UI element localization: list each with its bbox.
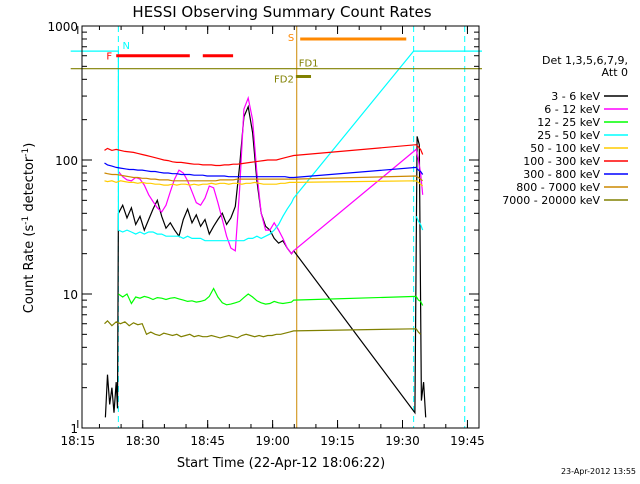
y-axis-label: Count Rate (s-1 detector-1) [21,143,37,314]
series-8 [70,68,482,339]
series-line-6 [104,162,424,179]
series-1 [117,95,424,255]
series-2 [118,287,424,306]
series-line-3 [70,50,482,242]
series-line-1 [117,95,424,255]
x-tick-label-6: 19:45 [450,434,485,448]
series-line-5 [104,144,424,167]
legend-label-5: 100 - 300 keV [523,155,600,168]
axis-ticks: 18:15 18:30 18:45 19:00 19:15 19:30 19:45 1 10 10… [47,20,484,448]
series-line-7 [104,172,424,182]
legend-header-1: Att 0 [602,66,628,79]
plot-frame [81,25,480,429]
legend-label-2: 12 - 25 keV [537,116,600,129]
annotation-label-2: S [288,33,294,44]
series-7 [104,172,424,182]
legend-label-0: 3 - 6 keV [551,90,600,103]
annotation-label-0: N [123,41,130,52]
x-tick-label-0: 18:15 [61,434,96,448]
legend-label-1: 6 - 12 keV [544,103,600,116]
series-line-4 [104,180,424,187]
legend-label-8: 7000 - 20000 keV [502,194,600,207]
series-3 [70,50,482,242]
x-axis-label: Start Time (22-Apr-12 18:06:22) [177,456,385,471]
x-tick-label-4: 19:15 [320,434,355,448]
series-line-8 [104,320,422,339]
series-4 [104,180,424,187]
series-5 [104,144,424,167]
legend-label-6: 300 - 800 keV [523,168,600,181]
annotation-label-3: FD1 [299,59,319,70]
annotation-label-1: F [106,52,112,63]
series-6 [104,162,424,179]
x-tick-label-2: 18:45 [190,434,225,448]
footer-timestamp: 23-Apr-2012 13:55 [561,467,636,476]
x-tick-label-5: 19:30 [385,434,420,448]
annotation-label-4: FD2 [274,74,294,85]
x-tick-label-3: 19:00 [255,434,290,448]
y-tick-label-0: 1 [70,422,78,436]
y-tick-label-1: 10 [63,288,78,302]
x-tick-label-1: 18:30 [125,434,160,448]
chart-title: HESSI Observing Summary Count Rates [132,3,431,21]
legend-label-4: 50 - 100 keV [530,142,600,155]
series-line-3 [415,216,424,231]
y-tick-label-3: 1000 [47,20,78,34]
legend-label-3: 25 - 50 keV [537,129,600,142]
series-0 [104,104,427,418]
series-line-0 [104,104,427,418]
y-tick-label-2: 100 [55,154,78,168]
legend-header-0: Det 1,3,5,6,7,9, [542,54,628,67]
series-line-2 [118,287,424,306]
plot-marks: NF S FD1 FD2 [70,26,482,428]
legend-label-7: 800 - 7000 keV [516,181,600,194]
